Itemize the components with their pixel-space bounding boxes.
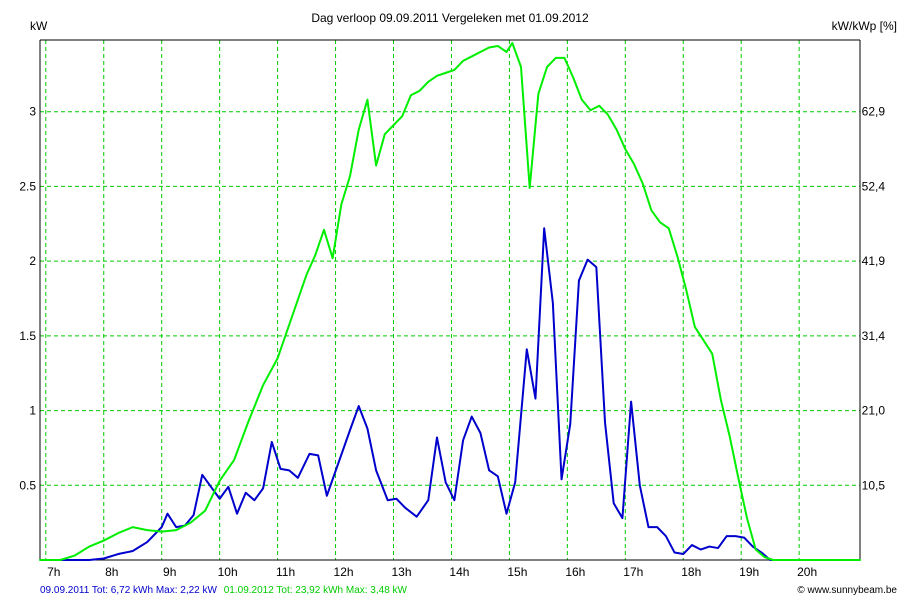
x-tick-label-10h: 10h: [218, 565, 238, 579]
left-y-tick-label-1.5: 1.5: [19, 329, 36, 343]
footer-summary-2012: 01.09.2012 Tot: 23,92 kWh Max: 3,48 kW: [224, 585, 408, 596]
right-y-tick-label-21-0: 21,0: [862, 404, 886, 418]
chart-axes: [39, 39, 861, 561]
chart-title: Dag verloop 09.09.2011 Vergeleken met 01…: [311, 11, 589, 25]
x-tick-label-18h: 18h: [681, 565, 701, 579]
x-tick-label-15h: 15h: [507, 565, 527, 579]
plot-area: [40, 40, 860, 560]
x-tick-label-11h: 11h: [276, 565, 295, 579]
footer-summary-2011: 09.09.2011 Tot: 6,72 kWh Max: 2,22 kW: [40, 585, 218, 596]
footer-copyright: © www.sunnybeam.be: [797, 585, 897, 596]
series-lines: [39, 41, 861, 561]
x-tick-label-7h: 7h: [47, 565, 60, 579]
left-y-tick-label-0.5: 0.5: [19, 478, 36, 492]
x-tick-label-9h: 9h: [163, 565, 176, 579]
right-axis-unit-label: kW/kWp [%]: [832, 19, 897, 33]
x-tick-label-8h: 8h: [105, 565, 118, 579]
left-y-tick-label-3: 3: [29, 105, 36, 119]
right-y-tick-label-31-4: 31,4: [862, 329, 886, 343]
grid-lines: [40, 40, 860, 560]
x-tick-label-14h: 14h: [449, 565, 469, 579]
left-axis-unit-label: kW: [30, 19, 48, 33]
series-line-01-09-2012: [39, 41, 861, 561]
right-y-tick-label-52-4: 52,4: [862, 179, 886, 193]
x-tick-label-13h: 13h: [391, 565, 411, 579]
x-tick-label-17h: 17h: [623, 565, 643, 579]
left-y-tick-label-1: 1: [29, 404, 36, 418]
series-line-09-09-2011: [44, 227, 859, 561]
left-y-tick-label-2: 2: [29, 254, 36, 268]
tick-labels: 7h 8h 9h 10h 11h 12h 13h 14h 15h 16h 17h 18h 19h 20h 0…: [19, 105, 885, 579]
right-y-tick-label-62-9: 62,9: [862, 105, 886, 119]
footer-series-summary: 09.09.2011 Tot: 6,72 kWh Max: 2,22 kW 01…: [40, 585, 408, 596]
right-y-tick-label-41-9: 41,9: [862, 254, 886, 268]
x-tick-label-16h: 16h: [565, 565, 585, 579]
right-y-tick-label-10-5: 10,5: [862, 478, 886, 492]
x-tick-label-20h: 20h: [797, 565, 817, 579]
x-tick-label-19h: 19h: [739, 565, 759, 579]
left-y-tick-label-2.5: 2.5: [19, 179, 36, 193]
x-tick-label-12h: 12h: [334, 565, 354, 579]
